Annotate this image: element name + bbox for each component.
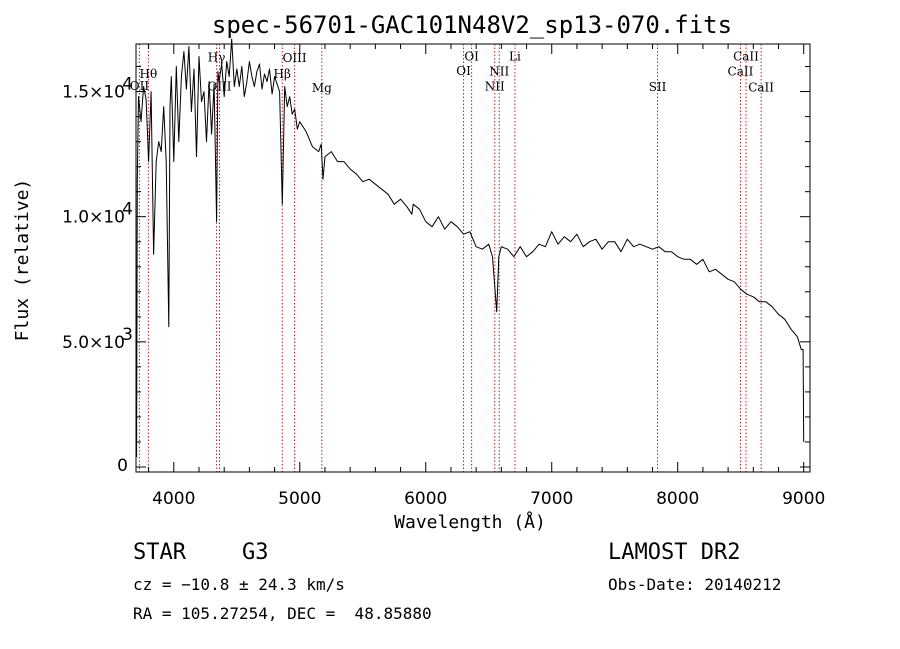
obs-date: Obs-Date: 20140212	[608, 575, 782, 594]
spectral-line-label: OIII	[207, 79, 231, 93]
x-tick-label: 8000	[656, 489, 699, 509]
x-tick-label: 4000	[152, 489, 195, 509]
y-tick-mantissa: 1.5×10	[62, 83, 125, 103]
y-tick-exponent: 4	[122, 75, 133, 95]
spectrum-series	[136, 38, 805, 458]
spectral-line-label: OII	[130, 79, 150, 93]
spectral-line-label: OI	[464, 50, 479, 64]
y-tick-label: 41.0×10	[62, 200, 133, 228]
x-tick-label: 9000	[782, 489, 825, 509]
survey-name: LAMOST DR2	[608, 540, 741, 565]
object-class: STAR	[133, 540, 186, 565]
x-tick-label: 7000	[530, 489, 573, 509]
spectral-line-label: NII	[485, 80, 505, 94]
spectral-line-label: Hγ	[208, 50, 226, 64]
redshift-text: cz = −10.8 ± 24.3 km/s	[133, 575, 345, 594]
subclass: G3	[242, 540, 269, 565]
spectral-line-label: CaII	[728, 65, 754, 79]
spectrum-line	[136, 38, 805, 458]
spectral-line-label: OIII	[283, 51, 307, 65]
y-tick-label: 35.0×10	[62, 325, 133, 353]
y-tick-exponent: 3	[122, 325, 133, 345]
plot-frame	[135, 43, 811, 473]
x-tick-label: 5000	[278, 489, 321, 509]
spectral-line-label: Mg	[312, 81, 332, 95]
spectral-line-labels: OIIHθHγOIIIHβOIIIMgOIOINIINIILiSIICaIICa…	[130, 49, 775, 95]
spectral-line-label: SII	[649, 80, 667, 94]
spectral-line-label: Hβ	[274, 67, 291, 81]
spectral-line-label: CaII	[748, 81, 774, 95]
spectral-lines	[138, 44, 762, 472]
x-tick-labels: 4000 5000 6000 7000 8000 9000	[152, 489, 825, 509]
y-axis-label: Flux (relative)	[12, 179, 33, 342]
y-tick-exponent: 4	[122, 200, 133, 220]
y-tick-mantissa: 0	[117, 456, 128, 476]
spectral-line-label: OI	[456, 64, 471, 78]
chart-title: spec-56701-GAC101N48V2_sp13-070.fits	[212, 11, 732, 39]
coordinates: RA = 105.27254, DEC = 48.85880	[133, 604, 432, 623]
x-tick-label: 6000	[404, 489, 447, 509]
axis-ticks	[136, 44, 810, 472]
y-tick-mantissa: 5.0×10	[62, 333, 125, 353]
y-tick-label: 41.5×10	[62, 75, 133, 103]
spectral-line-label: NII	[489, 64, 509, 78]
spectral-line-label: Hθ	[139, 67, 157, 81]
x-axis-label: Wavelength (Å)	[394, 511, 546, 533]
spectral-line-label: CaII	[733, 49, 759, 63]
spectral-line-label: Li	[509, 50, 521, 64]
y-tick-label: 0	[117, 456, 128, 476]
y-tick-mantissa: 1.0×10	[62, 208, 125, 228]
